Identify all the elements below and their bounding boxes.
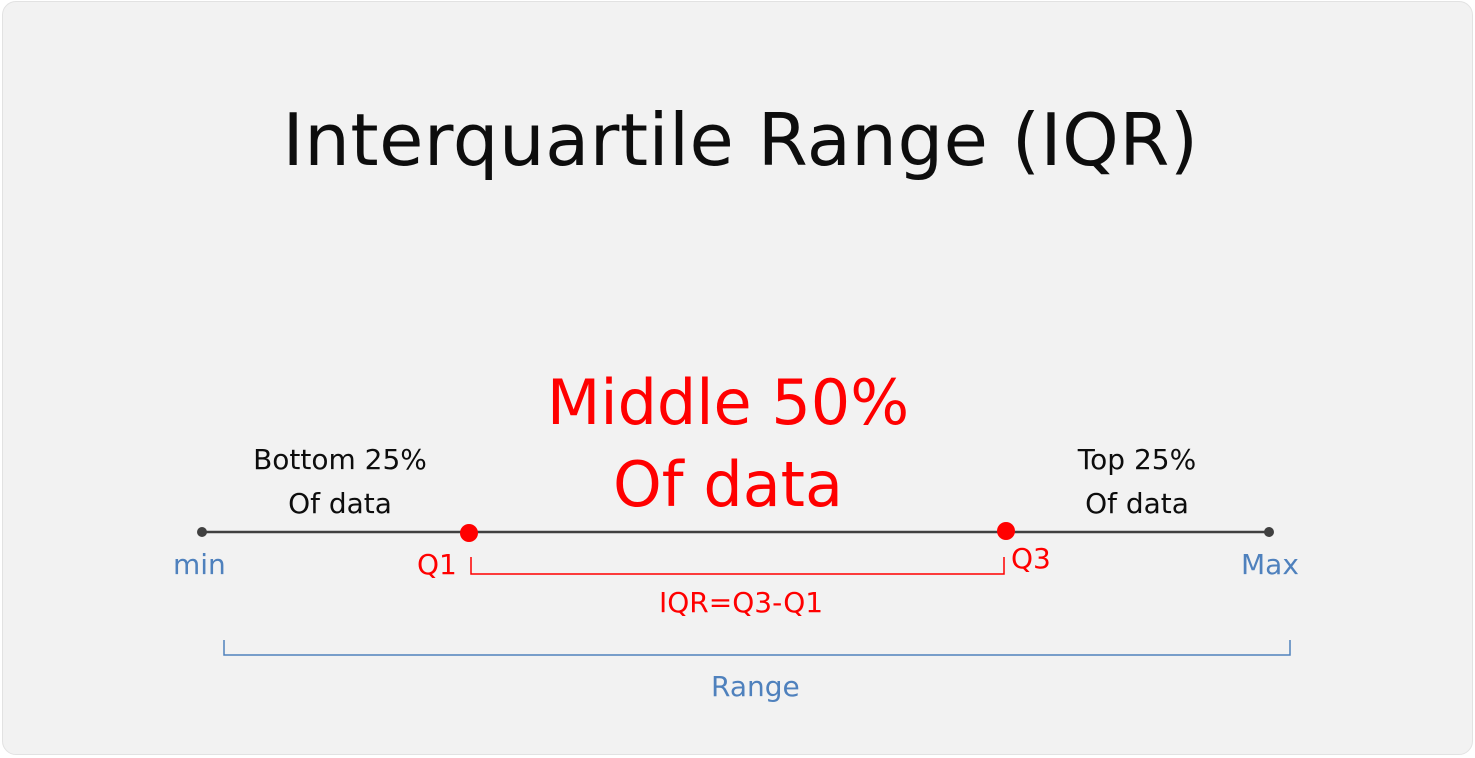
- q3-dot: [997, 522, 1015, 540]
- range-label: Range: [711, 670, 800, 703]
- range-bracket: [223, 640, 1291, 656]
- middle-50-label: Middle 50% Of data: [508, 362, 948, 526]
- bottom-25-label: Bottom 25% Of data: [221, 438, 459, 526]
- q1-dot: [460, 524, 478, 542]
- top-25-line-1: Top 25%: [1077, 443, 1197, 476]
- q1-label: Q1: [417, 548, 457, 581]
- top-25-label: Top 25% Of data: [1018, 438, 1256, 526]
- max-dot: [1264, 527, 1274, 537]
- max-label: Max: [1241, 548, 1299, 581]
- min-label: min: [173, 548, 226, 581]
- top-25-line-2: Of data: [1085, 487, 1189, 520]
- page-title: Interquartile Range (IQR): [282, 98, 1199, 182]
- bottom-25-line-2: Of data: [288, 487, 392, 520]
- bottom-25-line-1: Bottom 25%: [253, 443, 427, 476]
- iqr-bracket: [470, 557, 1005, 575]
- number-line-diagram: [197, 522, 1291, 656]
- min-dot: [197, 527, 207, 537]
- iqr-label: IQR=Q3-Q1: [659, 586, 824, 619]
- middle-line-2: Of data: [613, 448, 843, 521]
- q3-label: Q3: [1011, 542, 1051, 575]
- middle-line-1: Middle 50%: [546, 366, 910, 439]
